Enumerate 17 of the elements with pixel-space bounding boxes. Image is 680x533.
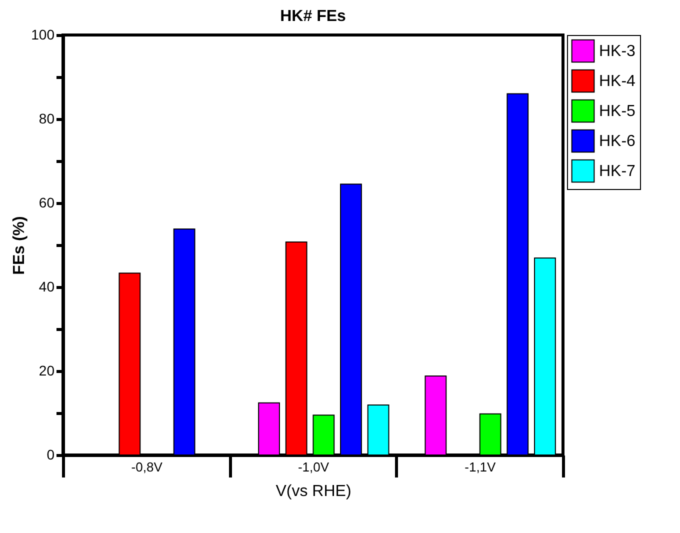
- legend-label: HK-4: [599, 73, 636, 90]
- x-tick-label: -0,8V: [131, 460, 163, 474]
- y-tick-label: 40: [38, 278, 55, 294]
- y-tick-label: 60: [38, 194, 55, 210]
- x-tick-label: -1,1V: [464, 460, 496, 474]
- legend-label: HK-3: [599, 43, 636, 60]
- y-tick-label: 100: [31, 26, 55, 42]
- legend-label: HK-6: [599, 133, 636, 150]
- y-tick-label: 80: [38, 110, 55, 126]
- chart-title: HK# FEs: [280, 8, 346, 25]
- y-tick-label: 0: [46, 446, 55, 462]
- y-axis-title: FEs (%): [11, 216, 28, 275]
- y-tick-label: 20: [38, 362, 55, 378]
- legend-label: HK-5: [599, 103, 636, 120]
- x-axis-title: V(vs RHE): [276, 483, 352, 500]
- x-tick-label: -1,0V: [298, 460, 330, 474]
- legend-label: HK-7: [599, 163, 636, 180]
